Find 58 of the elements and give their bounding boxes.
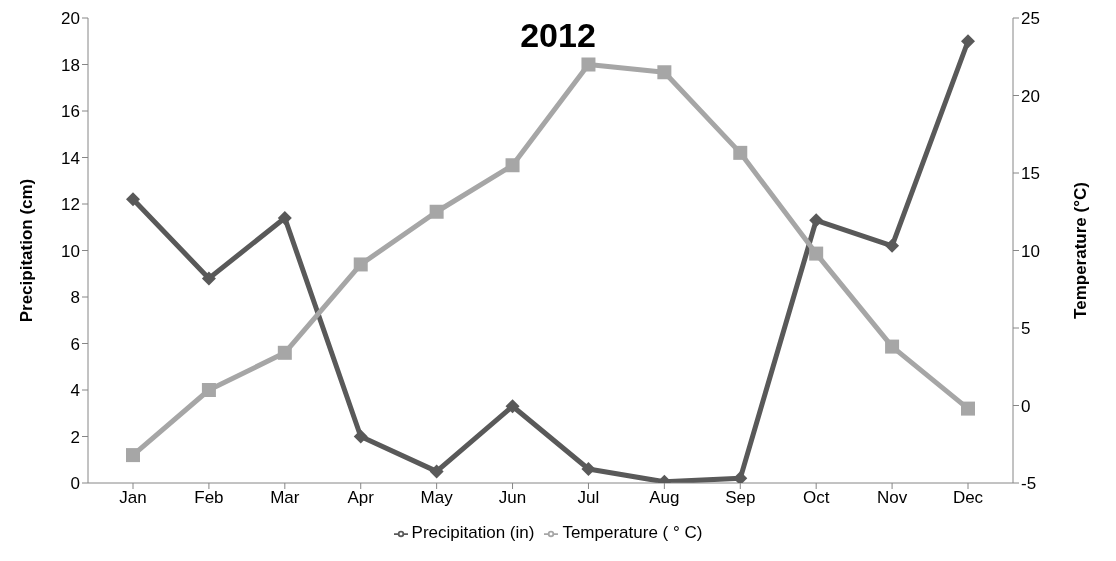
y-axis-title: Precipitation (cm) [17,178,37,323]
y2-tick-label: -5 [1021,474,1037,494]
point [353,429,368,444]
point [126,192,140,207]
y2-tick-label: 25 [1021,9,1040,29]
x-tick-label: Mar [270,488,300,508]
y-tick-label: 10 [61,241,80,261]
x-tick-label: May [420,488,454,508]
legend-label: Temperature ( ° C) [562,523,703,542]
point [277,210,292,225]
point [505,158,520,173]
point [733,471,748,483]
y2-tick-label: 20 [1021,86,1040,106]
y2-axis-title: Temperature (°C) [1071,182,1091,319]
point [201,271,216,286]
point [126,448,140,463]
x-tick-label: Oct [802,488,830,508]
x-tick-label: Jun [498,488,527,508]
point [353,257,368,272]
x-tick-label: Dec [952,488,984,508]
x-tick-label: Apr [347,488,375,508]
y-tick-label: 8 [70,288,80,308]
y-tick-label: 14 [61,148,80,168]
y-tick-label: 20 [61,9,80,29]
x-tick-label: Sep [725,488,756,508]
x-tick-label: Nov [876,488,908,508]
point [809,246,824,261]
y-tick-label: 2 [70,427,80,447]
y-tick-label: 16 [61,102,80,122]
point [733,145,748,160]
x-tick-label: Aug [649,488,680,508]
point [961,401,975,416]
point [885,238,900,253]
point [429,204,444,219]
point [277,345,292,360]
chart-title: 2012 [520,16,596,54]
point [657,65,672,80]
point [429,464,444,479]
point [961,34,975,49]
y2-tick-label: 5 [1021,319,1031,339]
x-tick-label: Jul [577,488,600,508]
point [581,57,596,72]
point [581,462,596,477]
y2-tick-label: 15 [1021,164,1040,184]
y-tick-label: 18 [61,55,80,75]
point [885,339,900,354]
y-tick-label: 4 [70,381,80,401]
x-tick-label: Feb [194,488,224,508]
y2-tick-label: 0 [1021,396,1031,416]
point [505,399,520,414]
legend-label: Precipitation (in) [411,523,535,542]
y-tick-label: 0 [70,474,80,494]
point [809,213,824,228]
y-tick-label: 12 [61,195,80,215]
y2-tick-label: 10 [1021,241,1040,261]
y-tick-label: 6 [70,334,80,354]
x-tick-label: Jan [119,488,147,508]
point [201,383,216,397]
